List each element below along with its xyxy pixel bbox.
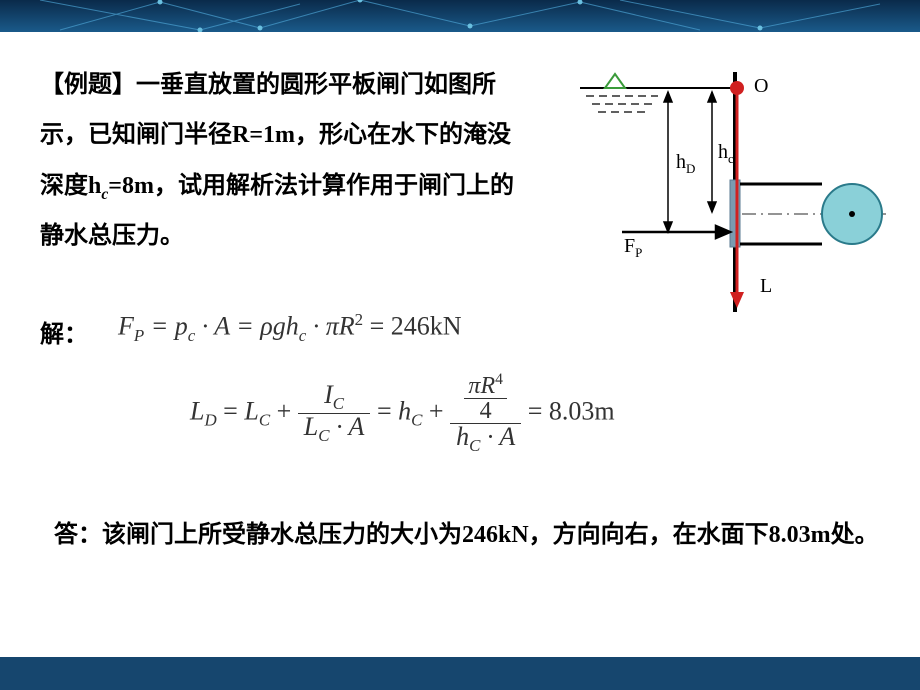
label-L: L bbox=[760, 275, 772, 297]
answer-text: 答：该闸门上所受静水总压力的大小为246kN，方向向右，在水面下8.03m处。 bbox=[54, 510, 880, 560]
problem-statement: 【例题】一垂直放置的圆形平板闸门如图所示，已知闸门半径R=1m，形心在水下的淹没… bbox=[40, 60, 520, 262]
force-FP-arrow bbox=[622, 226, 730, 238]
label-O: O bbox=[754, 75, 768, 97]
answer-label: 答： bbox=[54, 522, 102, 548]
dim-hD bbox=[664, 92, 672, 232]
formula-force: FP = pc · A = ρghc · πR2 = 246kN bbox=[118, 310, 462, 346]
label-hD: hD bbox=[676, 151, 695, 176]
fraction-ic-lca: IC LC · A bbox=[298, 382, 371, 445]
label-hc: hc bbox=[718, 141, 734, 166]
slide-header bbox=[0, 0, 920, 32]
axis-L-arrowhead bbox=[730, 292, 744, 308]
water-triangle-icon bbox=[605, 74, 625, 88]
gate-circle-center bbox=[849, 211, 855, 217]
slide-content: 【例题】一垂直放置的圆形平板闸门如图所示，已知闸门半径R=1m，形心在水下的淹没… bbox=[0, 32, 920, 657]
dim-hc bbox=[708, 92, 716, 212]
fraction-pir4-over-4: πR4 4 bbox=[464, 372, 507, 423]
fraction-pir4-hca: πR4 4 hC · A bbox=[450, 372, 521, 455]
example-label: 【例题】 bbox=[40, 72, 136, 98]
formula-depth: LD = LC + IC LC · A = hC + πR4 4 hC · A … bbox=[190, 372, 615, 455]
gate-diagram: hD hc FP O L bbox=[560, 52, 890, 312]
slide-footer bbox=[0, 657, 920, 690]
solution-label: 解： bbox=[40, 314, 88, 349]
header-network-art bbox=[0, 0, 920, 32]
label-FP: FP bbox=[624, 235, 642, 260]
water-dashes bbox=[586, 96, 658, 112]
